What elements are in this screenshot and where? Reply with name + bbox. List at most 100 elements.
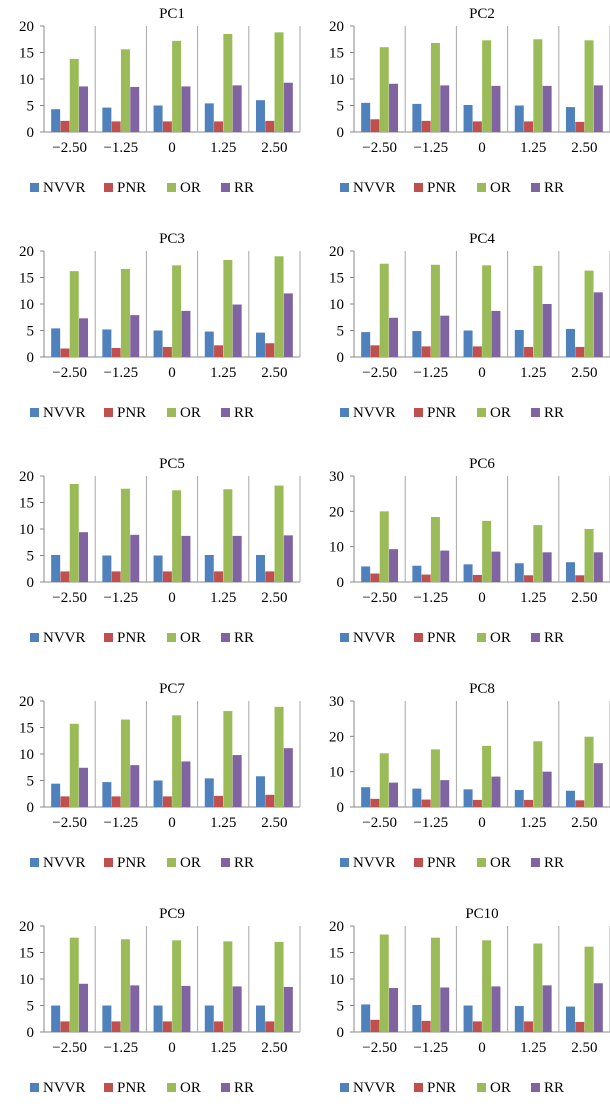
legend-item-or: OR xyxy=(477,178,511,198)
x-tick-label: −1.25 xyxy=(413,140,448,156)
bar-rr xyxy=(593,552,603,582)
x-tick-label: 1.25 xyxy=(520,1040,546,1056)
x-tick-label: 1.25 xyxy=(210,1040,236,1056)
bar-or xyxy=(482,745,492,807)
bar-or xyxy=(482,940,492,1032)
y-tick-label: 20 xyxy=(19,469,34,485)
x-tick-label: 0 xyxy=(478,365,486,381)
bar-nvvr xyxy=(463,564,473,582)
bar-rr xyxy=(593,763,603,807)
legend-swatch xyxy=(167,858,176,867)
legend-item-nvvr: NVVR xyxy=(30,403,86,423)
legend-swatch xyxy=(30,1083,39,1092)
bar-or xyxy=(379,934,389,1032)
bar-rr xyxy=(79,532,89,582)
bar-rr xyxy=(181,761,191,807)
bar-nvvr xyxy=(153,105,163,132)
legend-item-rr: RR xyxy=(221,853,254,873)
bar-rr xyxy=(130,534,140,582)
legend-label: NVVR xyxy=(353,630,396,646)
bar-nvvr xyxy=(565,107,575,132)
legend-item-nvvr: NVVR xyxy=(30,628,86,648)
legend-swatch xyxy=(221,633,230,642)
legend-swatch xyxy=(30,183,39,192)
bar-or xyxy=(533,39,543,132)
y-tick-label: 20 xyxy=(19,19,34,35)
legend-swatch xyxy=(104,1083,113,1092)
bar-nvvr xyxy=(412,565,422,582)
legend-item-or: OR xyxy=(477,853,511,873)
legend-label: NVVR xyxy=(353,180,396,196)
legend-label: RR xyxy=(544,855,565,871)
bar-or xyxy=(172,715,182,807)
bar-rr xyxy=(79,86,89,132)
y-tick-label: 10 xyxy=(19,297,34,313)
legend-label: NVVR xyxy=(43,180,86,196)
legend-swatch xyxy=(531,183,540,192)
bar-pnr xyxy=(421,799,431,807)
x-tick-label: −1.25 xyxy=(103,815,138,831)
legend-swatch xyxy=(414,183,423,192)
bar-nvvr xyxy=(204,103,214,132)
x-tick-label: 1.25 xyxy=(520,140,546,156)
bar-or xyxy=(120,488,130,582)
y-tick-label: 15 xyxy=(19,46,34,62)
y-tick-label: 20 xyxy=(19,244,34,260)
bar-rr xyxy=(440,780,450,807)
legend-item-rr: RR xyxy=(531,853,564,873)
bar-rr xyxy=(440,987,450,1032)
bar-pnr xyxy=(421,1020,431,1032)
bar-nvvr xyxy=(102,555,112,582)
bar-pnr xyxy=(162,1021,172,1032)
bar-or xyxy=(430,42,440,132)
legend-label: NVVR xyxy=(43,1080,86,1096)
x-tick-label: 2.50 xyxy=(571,140,597,156)
x-tick-label: 0 xyxy=(478,1040,486,1056)
legend-label: NVVR xyxy=(353,1080,396,1096)
legend-item-nvvr: NVVR xyxy=(30,178,86,198)
bar-rr xyxy=(440,550,450,582)
y-tick-label: 15 xyxy=(19,271,34,287)
bar-nvvr xyxy=(514,1006,524,1032)
bar-or xyxy=(274,32,284,132)
legend-item-pnr: PNR xyxy=(414,1078,456,1098)
bar-rr xyxy=(491,986,501,1032)
bar-pnr xyxy=(162,571,172,582)
bar-or xyxy=(223,941,233,1032)
bar-pnr xyxy=(162,121,172,132)
x-tick-label: −2.50 xyxy=(52,590,87,606)
legend-item-pnr: PNR xyxy=(414,628,456,648)
bar-pnr xyxy=(575,346,585,357)
bar-or xyxy=(584,529,594,582)
bar-nvvr xyxy=(514,329,524,357)
x-tick-label: −2.50 xyxy=(362,590,397,606)
bar-or xyxy=(274,941,284,1032)
x-tick-label: 0 xyxy=(478,590,486,606)
legend-swatch xyxy=(340,858,349,867)
legend-label: PNR xyxy=(427,180,457,196)
bar-chart: PC6 0 10 20 30 −2.50 −1.25 0 1.25 2.50 xyxy=(329,456,610,606)
bar-rr xyxy=(389,782,399,807)
chart-panel: PC8 0 10 20 30 −2.50 −1.25 0 1.25 2.50 NVVR PNR OR RR xyxy=(310,675,610,890)
y-tick-label: 15 xyxy=(19,946,34,962)
legend-swatch xyxy=(167,633,176,642)
bar-pnr xyxy=(524,575,534,582)
y-tick-label: 30 xyxy=(329,694,344,710)
bar-pnr xyxy=(214,121,224,132)
chart-legend: NVVR PNR OR RR xyxy=(310,853,610,873)
chart-legend: NVVR PNR OR RR xyxy=(310,1078,610,1098)
chart-title: PC1 xyxy=(159,6,185,22)
y-tick-label: 10 xyxy=(329,765,344,781)
bar-chart: PC2 0 5 10 15 20 −2.50 −1.25 0 1.25 2.50 xyxy=(329,6,610,156)
legend-item-rr: RR xyxy=(221,628,254,648)
legend-label: OR xyxy=(490,630,511,646)
legend-label: NVVR xyxy=(43,405,86,421)
y-tick-label: 10 xyxy=(19,72,34,88)
y-tick-label: 5 xyxy=(27,774,35,790)
bar-or xyxy=(379,753,389,807)
x-tick-label: −1.25 xyxy=(413,365,448,381)
bar-or xyxy=(223,711,233,807)
chart-title: PC4 xyxy=(469,231,495,247)
legend-item-pnr: PNR xyxy=(414,178,456,198)
bar-nvvr xyxy=(463,104,473,132)
